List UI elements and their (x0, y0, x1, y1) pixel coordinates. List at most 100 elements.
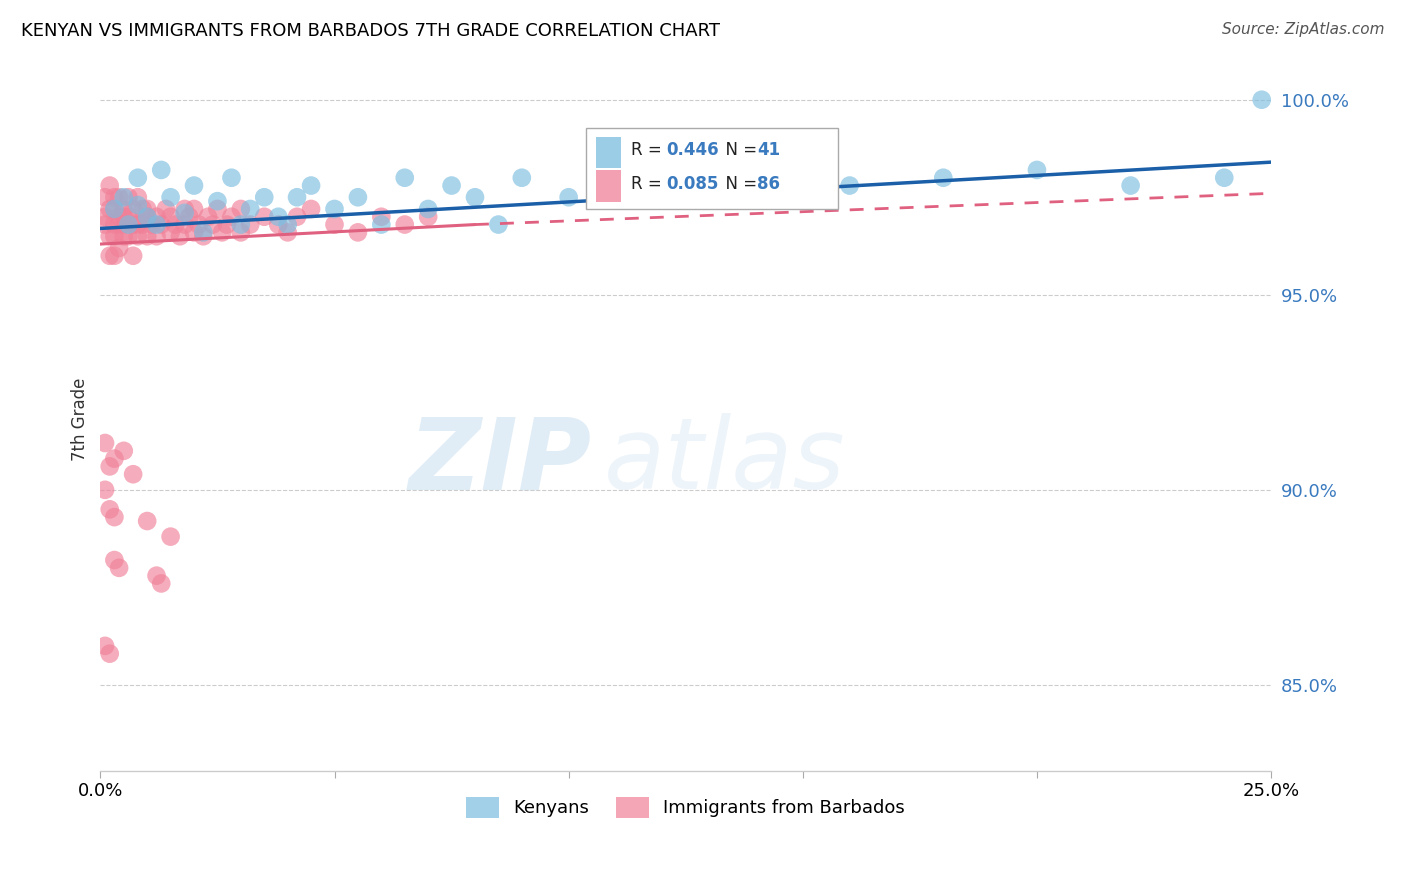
Point (141, 218, 163, 232)
Point (136, 514, 159, 528)
Point (108, 218, 131, 232)
Point (112, 202, 135, 216)
Point (605, 178, 627, 193)
Point (117, 190, 139, 204)
Point (94, 436, 117, 450)
Point (117, 229, 139, 244)
Point (239, 202, 262, 216)
Point (127, 198, 149, 212)
Point (370, 210, 392, 224)
Point (108, 210, 131, 224)
Bar (596, 170, 621, 202)
Point (347, 190, 370, 204)
Point (136, 210, 159, 224)
Point (136, 210, 159, 224)
Point (187, 218, 209, 232)
Point (103, 202, 125, 216)
Point (464, 190, 486, 204)
Point (98, 502, 121, 516)
Point (103, 229, 125, 244)
Point (159, 225, 181, 239)
Point (98, 229, 121, 244)
Point (347, 225, 370, 239)
Point (122, 218, 145, 232)
Point (150, 218, 173, 232)
Point (94, 210, 117, 224)
Point (394, 170, 416, 185)
Point (697, 163, 720, 178)
Point (173, 218, 195, 232)
Point (94, 218, 117, 232)
Point (285, 190, 308, 204)
Point (145, 210, 167, 224)
Point (112, 210, 135, 224)
Point (136, 229, 159, 244)
Bar (596, 136, 621, 169)
Point (136, 202, 159, 216)
Point (215, 218, 238, 232)
Point (323, 202, 346, 216)
Point (207, 202, 229, 216)
Text: R =: R = (631, 141, 666, 159)
Point (486, 218, 509, 232)
Point (122, 249, 145, 263)
Point (98, 249, 121, 263)
Point (94, 639, 117, 653)
Point (267, 218, 290, 232)
Point (94, 483, 117, 497)
Point (127, 170, 149, 185)
Point (112, 443, 135, 458)
Point (159, 210, 181, 224)
Point (183, 202, 205, 216)
Point (229, 225, 252, 239)
Point (159, 190, 181, 204)
Point (299, 178, 322, 193)
Point (145, 218, 167, 232)
Point (103, 202, 125, 216)
Point (193, 229, 215, 244)
Point (277, 225, 299, 239)
Point (131, 202, 153, 216)
Point (418, 210, 440, 224)
Point (1026, 163, 1049, 178)
Point (103, 249, 125, 263)
Point (183, 178, 205, 193)
Point (221, 170, 243, 185)
Point (253, 190, 276, 204)
Text: 86: 86 (758, 175, 780, 194)
Y-axis label: 7th Grade: 7th Grade (72, 378, 89, 461)
Text: KENYAN VS IMMIGRANTS FROM BARBADOS 7TH GRADE CORRELATION CHART: KENYAN VS IMMIGRANTS FROM BARBADOS 7TH G… (21, 22, 720, 40)
Point (150, 163, 173, 178)
Point (207, 194, 229, 209)
Text: 0.446: 0.446 (666, 141, 718, 159)
Text: ZIP: ZIP (409, 413, 592, 510)
Point (1213, 170, 1236, 185)
Text: R =: R = (631, 175, 666, 194)
Point (112, 190, 135, 204)
Point (159, 530, 181, 544)
Point (201, 218, 224, 232)
Point (127, 190, 149, 204)
Point (932, 170, 955, 185)
Point (103, 190, 125, 204)
Point (173, 206, 195, 220)
Point (1119, 178, 1142, 193)
Point (197, 210, 219, 224)
Point (165, 218, 187, 232)
Point (179, 210, 201, 224)
Point (98, 647, 121, 661)
Point (122, 202, 145, 216)
Point (651, 170, 673, 185)
Point (173, 202, 195, 216)
Point (103, 451, 125, 466)
Point (117, 210, 139, 224)
Text: N =: N = (716, 141, 762, 159)
Point (221, 210, 243, 224)
Point (211, 225, 233, 239)
Text: 41: 41 (758, 141, 780, 159)
Point (103, 553, 125, 567)
Point (145, 229, 167, 244)
Point (838, 178, 860, 193)
Point (418, 202, 440, 216)
Text: Source: ZipAtlas.com: Source: ZipAtlas.com (1222, 22, 1385, 37)
